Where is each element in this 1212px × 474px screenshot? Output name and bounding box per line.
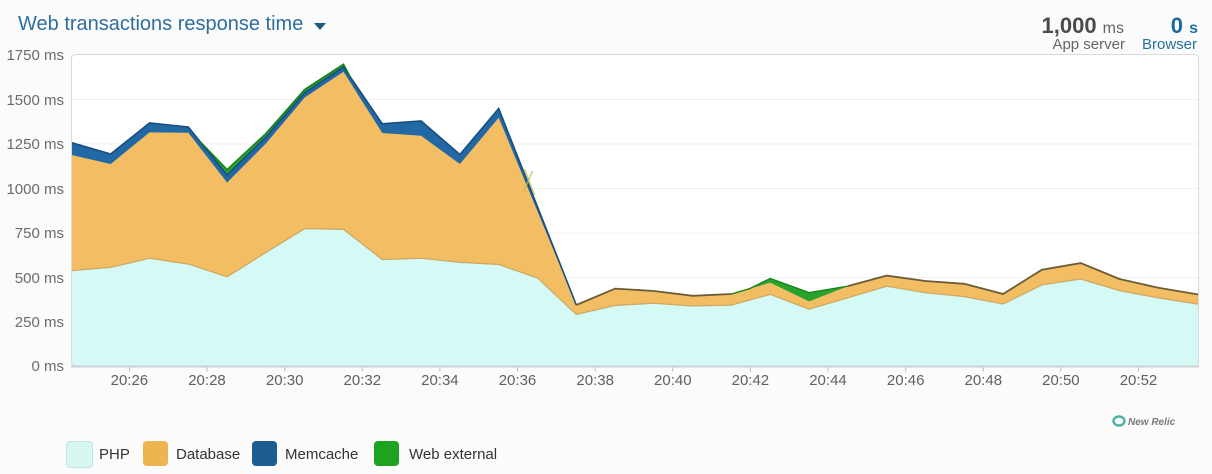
svg-text:New Relic: New Relic	[1128, 417, 1176, 428]
